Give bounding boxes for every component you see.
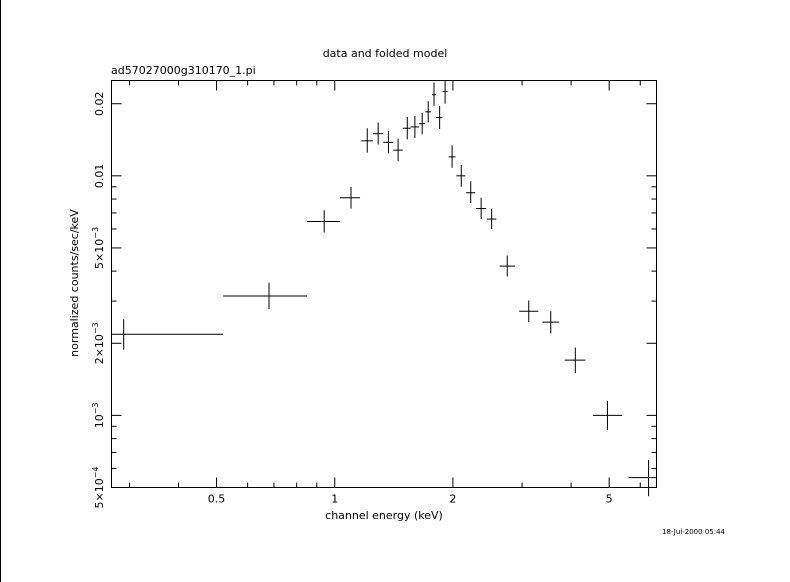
x-tick-label: 0.5 <box>208 493 226 506</box>
y-tick-label: 0.02 <box>93 91 106 116</box>
chart-title: data and folded model <box>323 47 448 60</box>
data-point <box>393 138 403 162</box>
timestamp: 18-Jul-2000 05:44 <box>662 528 726 536</box>
x-axis-label: channel energy (keV) <box>325 509 443 522</box>
y-tick-label: 10−3 <box>91 402 106 428</box>
data-point <box>486 208 497 229</box>
data-point <box>448 145 456 168</box>
data-point <box>442 80 448 104</box>
y-tick-label: 5×10−3 <box>91 227 106 269</box>
plot-frame <box>111 80 657 488</box>
data-point <box>402 117 411 140</box>
x-tick-label: 5 <box>606 493 613 506</box>
data-point <box>628 460 657 497</box>
data-point <box>425 101 432 123</box>
data-point <box>542 311 559 334</box>
data-point <box>476 197 487 220</box>
data-points <box>111 80 657 497</box>
y-axis-ticks: 5×10−4 10−3 2×10−3 5×10−3 0.01 0.02 <box>91 91 657 509</box>
data-point <box>435 105 443 129</box>
data-point <box>339 186 361 209</box>
data-point <box>593 400 623 430</box>
data-point <box>410 115 420 138</box>
data-point <box>466 181 476 204</box>
chart-subtitle: ad57027000g310170_1.pi <box>111 64 256 77</box>
x-tick-label: 1 <box>331 493 338 506</box>
data-point <box>456 164 466 187</box>
y-axis-label: normalized counts/sec/keV <box>68 209 81 357</box>
data-point <box>564 347 586 374</box>
y-tick-label: 2×10−3 <box>91 322 106 364</box>
data-point <box>519 300 539 323</box>
data-point <box>223 282 308 310</box>
data-point <box>111 319 224 350</box>
data-point <box>419 112 426 135</box>
data-point <box>383 130 394 154</box>
x-axis-ticks: 0.5 1 2 5 <box>128 80 641 506</box>
data-point <box>372 122 384 145</box>
data-point <box>307 210 340 233</box>
data-point <box>499 255 516 277</box>
y-tick-label: 5×10−4 <box>91 466 106 508</box>
y-tick-label: 0.01 <box>93 164 106 189</box>
data-point <box>432 82 436 106</box>
x-tick-label: 2 <box>449 493 456 506</box>
data-point <box>361 128 373 153</box>
